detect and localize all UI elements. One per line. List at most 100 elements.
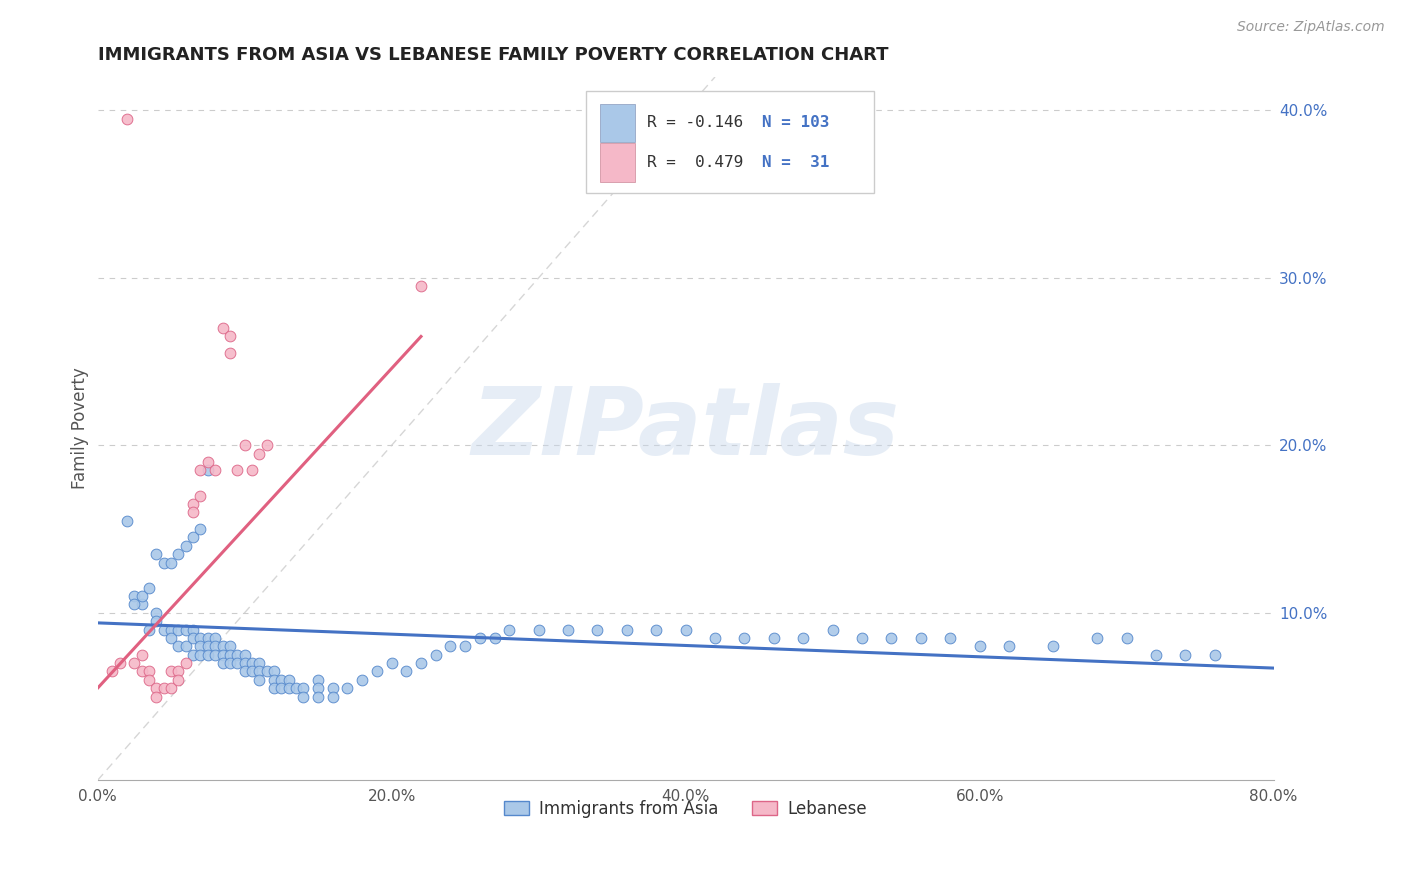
Point — [468, 631, 491, 645]
Point — [454, 640, 477, 654]
Point — [160, 631, 183, 645]
Point — [336, 681, 359, 696]
Point — [616, 623, 638, 637]
Point — [131, 665, 153, 679]
Point — [160, 681, 183, 696]
Point — [190, 463, 212, 477]
Point — [190, 522, 212, 536]
Point — [190, 648, 212, 662]
Point — [145, 614, 167, 628]
Point — [233, 648, 256, 662]
Point — [366, 665, 388, 679]
Point — [204, 640, 226, 654]
Point — [969, 640, 991, 654]
Point — [197, 463, 219, 477]
Point — [292, 690, 315, 704]
Text: R = -0.146: R = -0.146 — [647, 115, 742, 130]
Point — [197, 631, 219, 645]
Point — [910, 631, 932, 645]
Point — [204, 463, 226, 477]
Point — [256, 438, 278, 452]
Point — [160, 665, 183, 679]
Point — [307, 673, 329, 687]
Point — [145, 681, 167, 696]
Point — [352, 673, 374, 687]
Point — [1174, 648, 1197, 662]
Point — [586, 623, 609, 637]
Point — [322, 681, 344, 696]
Point — [704, 631, 727, 645]
Point — [174, 539, 197, 553]
Point — [190, 640, 212, 654]
Point — [263, 681, 285, 696]
Point — [395, 665, 418, 679]
Point — [204, 648, 226, 662]
Point — [145, 690, 167, 704]
Point — [167, 673, 190, 687]
Point — [484, 631, 506, 645]
Point — [160, 556, 183, 570]
Point — [792, 631, 814, 645]
Point — [181, 648, 204, 662]
Point — [174, 656, 197, 670]
Point — [307, 681, 329, 696]
Point — [1115, 631, 1137, 645]
Point — [219, 329, 242, 343]
Point — [124, 589, 146, 603]
Point — [211, 648, 233, 662]
Point — [1085, 631, 1108, 645]
Legend: Immigrants from Asia, Lebanese: Immigrants from Asia, Lebanese — [498, 793, 873, 825]
Point — [270, 681, 292, 696]
Point — [197, 455, 219, 469]
Point — [675, 623, 697, 637]
Point — [115, 112, 138, 126]
Point — [939, 631, 962, 645]
Point — [498, 623, 520, 637]
Point — [270, 673, 292, 687]
Point — [167, 623, 190, 637]
Point — [409, 279, 432, 293]
Point — [263, 665, 285, 679]
Point — [381, 656, 404, 670]
Point — [197, 648, 219, 662]
Point — [167, 547, 190, 561]
Point — [211, 656, 233, 670]
Point — [181, 531, 204, 545]
Point — [219, 640, 242, 654]
Point — [256, 665, 278, 679]
Point — [167, 665, 190, 679]
Point — [174, 640, 197, 654]
Point — [292, 681, 315, 696]
Point — [233, 665, 256, 679]
Point — [219, 648, 242, 662]
Point — [152, 681, 174, 696]
Point — [174, 623, 197, 637]
Point — [247, 656, 270, 670]
Point — [880, 631, 903, 645]
Bar — [600, 103, 636, 143]
Point — [277, 673, 299, 687]
Point — [247, 673, 270, 687]
Point — [138, 623, 160, 637]
Point — [285, 681, 308, 696]
Point — [152, 556, 174, 570]
Text: ZIPatlas: ZIPatlas — [471, 383, 900, 475]
Point — [197, 640, 219, 654]
Point — [204, 631, 226, 645]
Text: N = 103: N = 103 — [762, 115, 830, 130]
Bar — [600, 143, 636, 182]
Text: IMMIGRANTS FROM ASIA VS LEBANESE FAMILY POVERTY CORRELATION CHART: IMMIGRANTS FROM ASIA VS LEBANESE FAMILY … — [97, 46, 889, 64]
Point — [1144, 648, 1167, 662]
Point — [219, 346, 242, 360]
Point — [821, 623, 844, 637]
Point — [138, 665, 160, 679]
Point — [138, 673, 160, 687]
Point — [409, 656, 432, 670]
Point — [233, 438, 256, 452]
Point — [181, 497, 204, 511]
Point — [322, 690, 344, 704]
Y-axis label: Family Poverty: Family Poverty — [72, 368, 89, 490]
Point — [307, 690, 329, 704]
Point — [145, 606, 167, 620]
Text: Source: ZipAtlas.com: Source: ZipAtlas.com — [1237, 20, 1385, 34]
